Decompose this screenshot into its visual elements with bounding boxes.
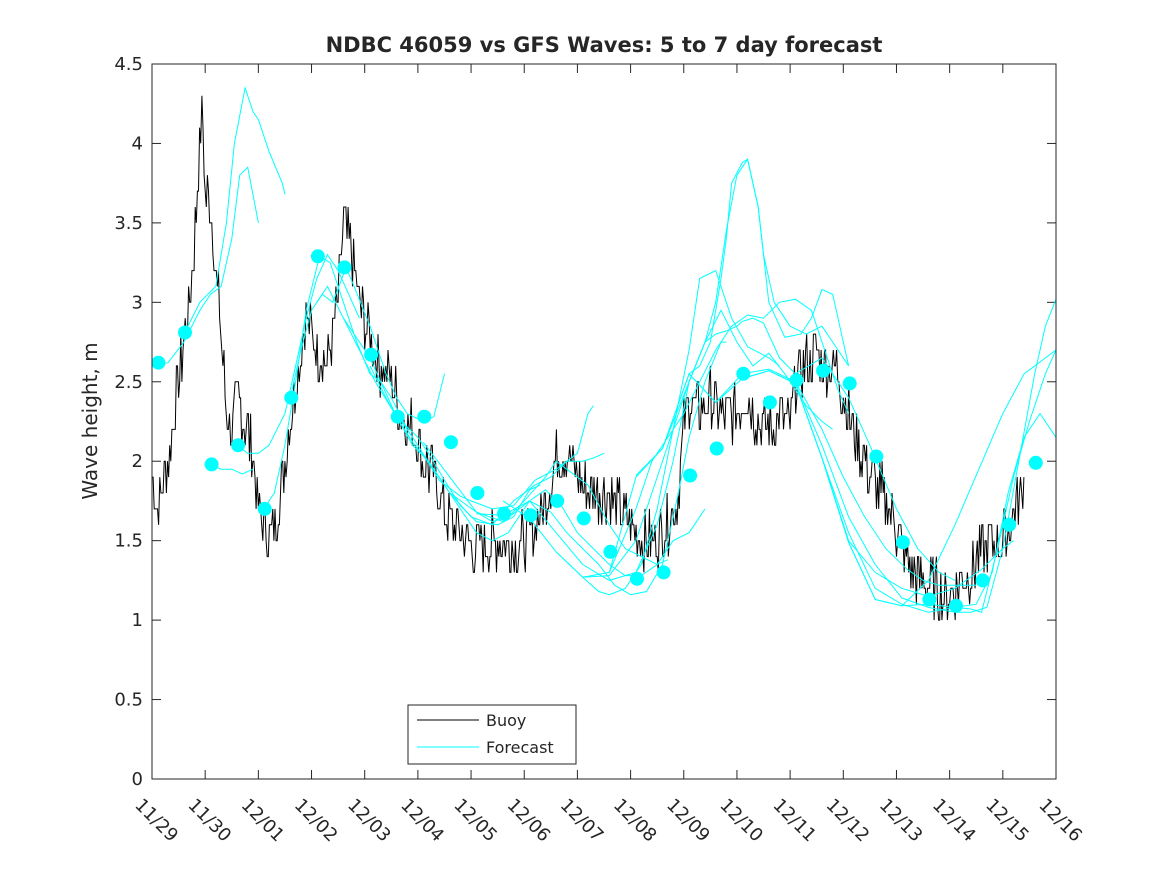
forecast-line [396, 405, 594, 510]
y-tick-label: 2.5 [114, 372, 143, 393]
forecast-marker [284, 390, 299, 405]
forecast-line [342, 317, 541, 526]
forecast-line [449, 489, 706, 577]
forecast-marker [443, 435, 458, 450]
forecast-marker [842, 376, 857, 391]
forecast-marker [178, 325, 192, 340]
forecast-marker [709, 441, 724, 456]
forecast-marker [762, 395, 777, 410]
forecast-line [635, 317, 956, 581]
forecast-marker [683, 468, 698, 483]
x-tick-label: 11/30 [184, 795, 236, 847]
forecast-marker [204, 457, 219, 472]
x-tick-label: 12/03 [343, 795, 395, 847]
x-tick-label: 12/16 [1034, 795, 1086, 847]
x-tick-label: 11/29 [130, 795, 182, 847]
y-tick-label: 0 [132, 769, 143, 790]
axis-ticks [151, 63, 1057, 780]
forecast-line [369, 365, 605, 526]
forecast-line [183, 85, 286, 335]
x-tick-label: 12/06 [503, 795, 555, 847]
x-tick-label: 12/13 [875, 795, 927, 847]
forecast-marker [789, 373, 804, 388]
forecast-line [263, 255, 414, 510]
y-tick-label: 1 [132, 610, 143, 631]
y-tick-label: 4.5 [114, 54, 143, 75]
y-tick-label: 3.5 [114, 213, 143, 234]
forecast-marker [975, 573, 990, 588]
forecast-line [236, 253, 360, 454]
forecast-markers [151, 249, 1043, 613]
forecast-marker [390, 409, 405, 424]
buoy-line [152, 95, 1025, 621]
plot-frame [151, 63, 1057, 780]
x-tick-label: 12/14 [928, 795, 980, 847]
forecast-line [476, 341, 727, 596]
forecast-marker [470, 486, 485, 500]
forecast-marker [869, 449, 884, 464]
forecast-line [422, 441, 669, 566]
forecast-line [608, 158, 850, 573]
forecast-marker [364, 347, 379, 362]
x-tick-label: 12/09 [662, 795, 714, 847]
forecast-marker [895, 535, 910, 550]
forecast-marker [257, 501, 272, 516]
forecast-line [151, 166, 259, 367]
forecast-marker [550, 493, 565, 508]
forecast-marker [1028, 455, 1043, 470]
forecast-marker [151, 355, 166, 370]
x-tick-label: 12/02 [290, 795, 342, 847]
y-tick-label: 0.5 [114, 690, 143, 711]
forecast-marker [922, 592, 937, 607]
forecast-marker [1002, 517, 1017, 532]
forecast-marker [576, 511, 591, 526]
y-tick-label: 2 [132, 451, 143, 472]
forecast-marker [949, 598, 963, 613]
forecast-line [821, 349, 1057, 607]
forecast-marker [523, 508, 538, 523]
x-tick-label: 12/04 [396, 795, 448, 847]
legend: Buoy Forecast [407, 704, 577, 765]
forecast-marker [656, 565, 671, 580]
legend-box [407, 704, 577, 765]
forecast-marker [603, 544, 618, 559]
y-tick-label: 3 [132, 292, 143, 313]
x-tick-label: 12/15 [981, 795, 1033, 847]
y-tick-label: 1.5 [114, 531, 143, 552]
legend-label-buoy: Buoy [486, 711, 526, 730]
y-axis-label: Wave height, m [78, 342, 102, 499]
forecast-marker [630, 571, 644, 586]
buoy-series [152, 95, 1025, 621]
x-tick-label: 12/08 [609, 795, 661, 847]
forecast-marker [497, 506, 511, 521]
x-tick-label: 12/10 [715, 795, 767, 847]
x-tick-label: 12/12 [822, 795, 874, 847]
legend-label-forecast: Forecast [486, 738, 554, 757]
x-tick-label: 12/11 [769, 795, 821, 847]
forecast-marker [816, 363, 831, 378]
x-tick-label: 12/01 [237, 795, 289, 847]
forecast-line [662, 368, 977, 586]
forecast-marker [231, 438, 246, 453]
forecast-series [151, 85, 1057, 613]
forecast-marker [736, 366, 751, 381]
y-tick-label: 4 [132, 133, 143, 154]
x-tick-label: 12/07 [556, 795, 608, 847]
x-tick-label: 12/05 [450, 795, 502, 847]
forecast-marker [310, 249, 325, 264]
forecast-marker [337, 260, 352, 275]
forecast-line [582, 298, 850, 578]
forecast-line [555, 158, 850, 578]
plot-area [152, 64, 1056, 779]
forecast-line [316, 285, 531, 542]
forecast-marker [417, 409, 432, 424]
chart-title: NDBC 46059 vs GFS Waves: 5 to 7 day fore… [326, 33, 883, 57]
